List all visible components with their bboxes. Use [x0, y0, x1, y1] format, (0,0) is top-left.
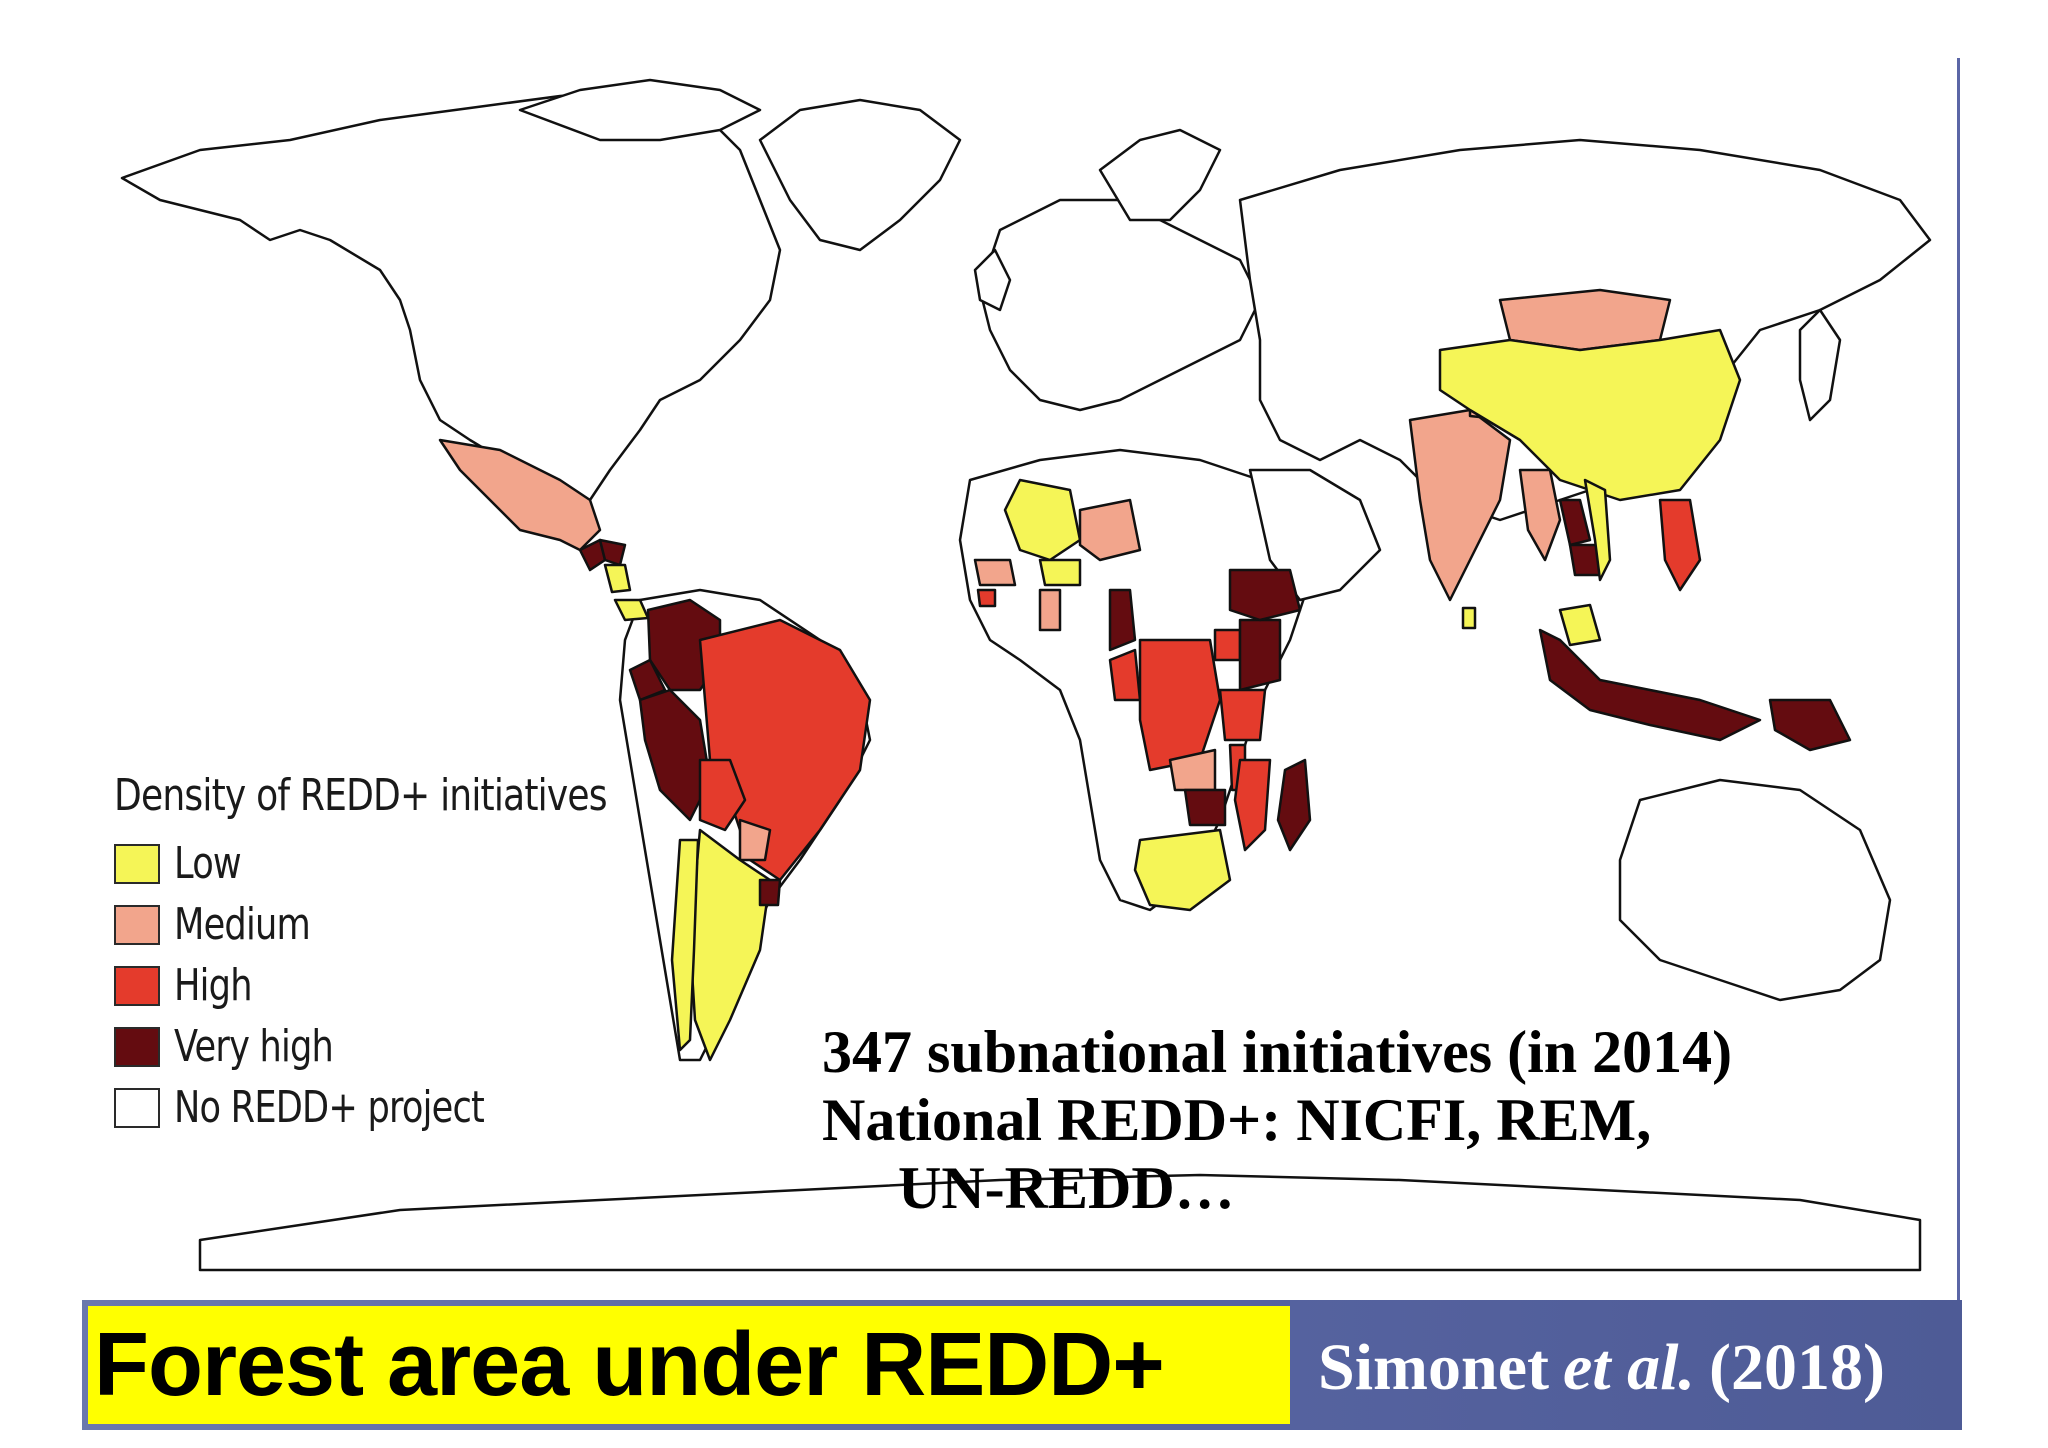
country-congo: [1108, 648, 1142, 702]
legend-item-high: High: [114, 955, 634, 1016]
citation-author: Simonet: [1318, 1331, 1549, 1404]
country-myanmar: [1518, 468, 1562, 562]
landmass-japan: [1798, 308, 1842, 422]
country-china: [1438, 328, 1742, 502]
legend-swatch-low: [114, 843, 160, 884]
country-papua-new-guinea: [1768, 698, 1852, 752]
citation-year: (2018): [1708, 1331, 1885, 1404]
country-philippines: [1658, 498, 1702, 592]
legend-swatch-high: [114, 965, 160, 1006]
citation: Simonet et al. (2018): [1318, 1318, 1885, 1418]
country-kenya: [1238, 618, 1282, 692]
legend-swatch-none: [114, 1087, 160, 1128]
landmass-antarctica: [198, 1173, 1922, 1272]
landmass-arabia: [1248, 468, 1382, 602]
country-burkina-faso: [1038, 558, 1082, 587]
slide-border: [1957, 58, 1960, 1308]
country-ghana: [1038, 588, 1062, 632]
country-tanzania: [1218, 688, 1267, 742]
country-zimbabwe: [1183, 788, 1227, 827]
landmass-australia: [1618, 778, 1892, 1002]
legend-item-very-high: Very high: [114, 1016, 634, 1077]
landmass-europe: [978, 198, 1262, 412]
landmass-north-america: [120, 90, 782, 502]
country-uruguay: [758, 878, 782, 907]
country-bolivia: [698, 758, 747, 832]
title-box: Forest area under REDD+: [88, 1306, 1290, 1424]
landmass-arctic-islands: [518, 78, 762, 142]
country-india: [1408, 408, 1512, 602]
map-legend: Density of REDD+ initiatives Low Medium …: [114, 770, 634, 1138]
country-laos: [1558, 498, 1592, 547]
country-vietnam: [1583, 478, 1612, 582]
country-guinea: [973, 558, 1017, 587]
slide-title: Forest area under REDD+: [94, 1314, 1165, 1415]
country-paraguay: [738, 818, 772, 862]
country-south-africa: [1133, 828, 1232, 912]
country-ecuador: [628, 658, 667, 702]
legend-item-medium: Medium: [114, 894, 634, 955]
country-sri-lanka: [1461, 606, 1477, 630]
country-sierra-leone: [976, 588, 997, 608]
annotation-line-2: National REDD+: NICFI, REM,: [822, 1087, 1652, 1153]
country-malaysia: [1558, 603, 1602, 647]
legend-label-very-high: Very high: [174, 1021, 334, 1072]
legend-label-low: Low: [174, 838, 242, 889]
country-nicaragua: [603, 563, 632, 594]
legend-title: Density of REDD+ initiatives: [114, 770, 608, 821]
legend-label-medium: Medium: [174, 899, 311, 950]
landmass-scandinavia: [1098, 128, 1222, 222]
legend-label-high: High: [174, 960, 253, 1011]
initiatives-annotation: 347 subnational initiatives (in 2014) Na…: [822, 1018, 1732, 1222]
country-cameroon: [1108, 588, 1137, 652]
country-madagascar: [1276, 758, 1312, 852]
annotation-line-3: UN-REDD…: [898, 1155, 1235, 1221]
landmass-greenland: [758, 98, 962, 252]
legend-swatch-very-high: [114, 1026, 160, 1067]
landmass-uk: [973, 248, 1012, 312]
country-uganda: [1213, 628, 1242, 662]
legend-label-none: No REDD+ project: [174, 1082, 485, 1133]
country-chile: [670, 838, 700, 1052]
country-mozambique: [1233, 758, 1272, 852]
legend-item-none: No REDD+ project: [114, 1077, 634, 1138]
legend-item-low: Low: [114, 833, 634, 894]
legend-swatch-medium: [114, 904, 160, 945]
country-brazil: [698, 618, 872, 882]
citation-etal: et al.: [1563, 1331, 1695, 1404]
country-indonesia: [1538, 628, 1762, 742]
country-ethiopia: [1228, 568, 1302, 622]
annotation-line-1: 347 subnational initiatives (in 2014): [822, 1019, 1733, 1085]
country-niger: [1078, 498, 1142, 562]
